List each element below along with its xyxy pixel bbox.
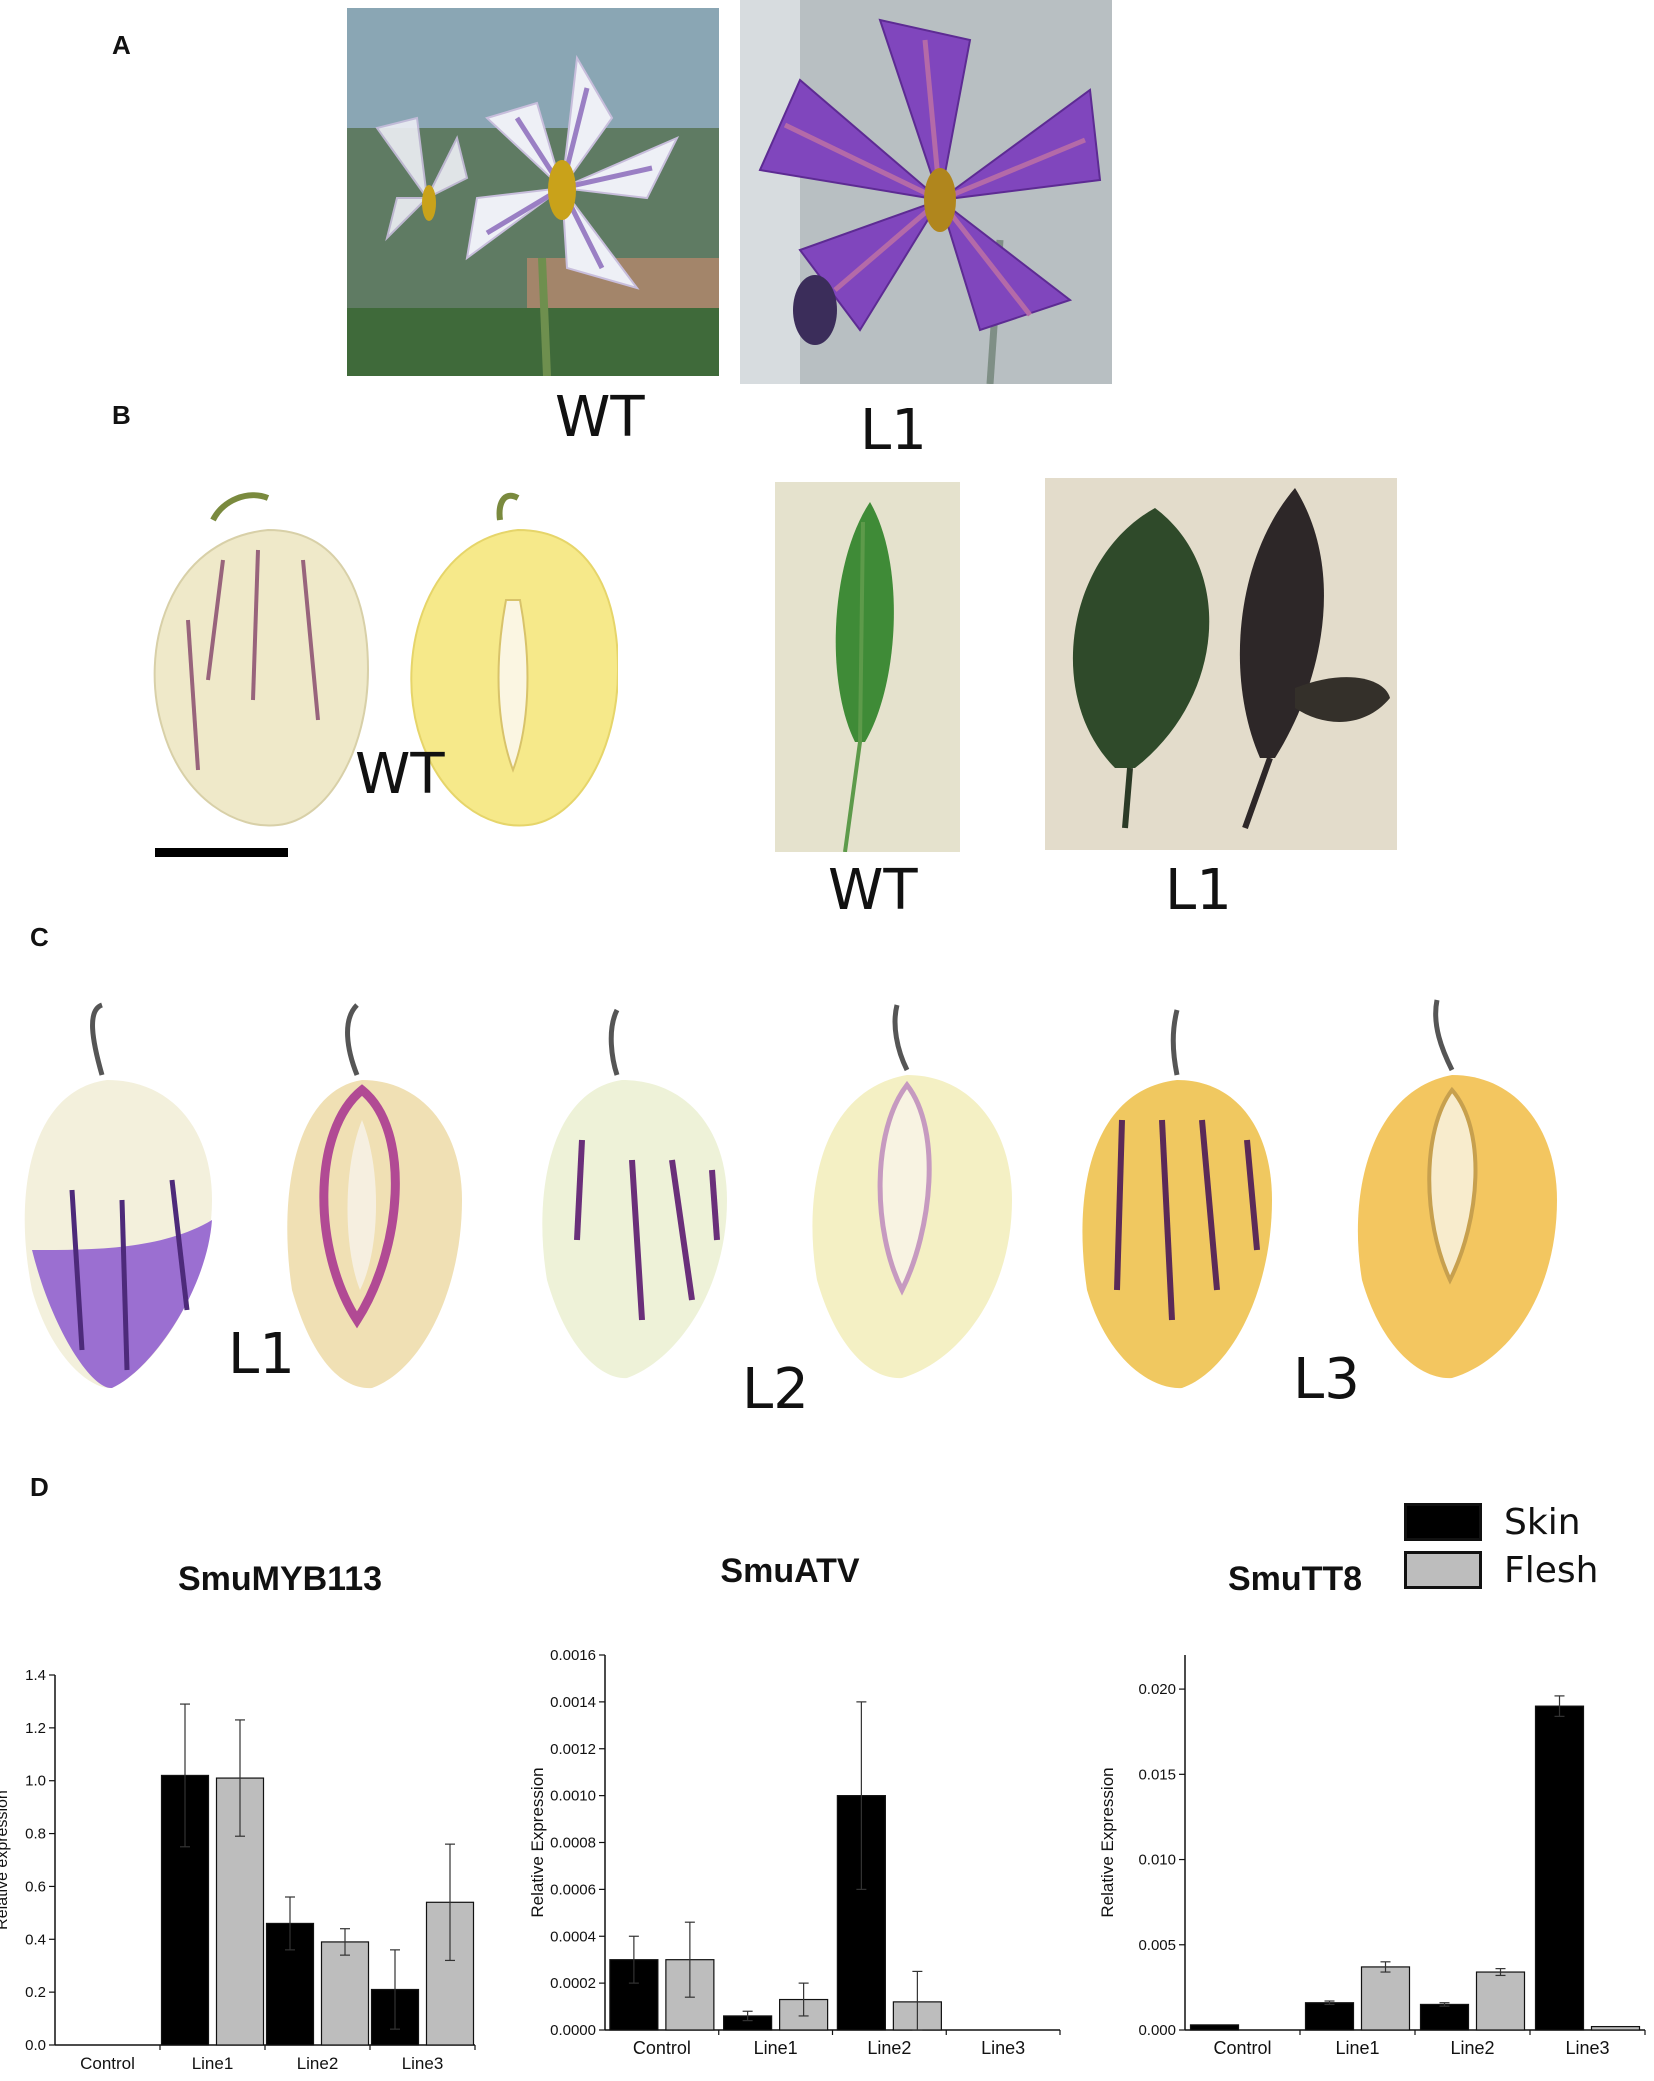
bar-flesh-line3 bbox=[1590, 2025, 1641, 2031]
y-tick-label: 0.6 bbox=[25, 1878, 46, 1895]
caption-c-l2: L2 bbox=[742, 1357, 809, 1422]
bar-skin-control bbox=[1189, 2024, 1240, 2031]
x-tick-label: Line2 bbox=[867, 2038, 911, 2058]
caption-a-wt: WT bbox=[555, 385, 645, 450]
x-tick-label: Line1 bbox=[754, 2038, 798, 2058]
y-tick-label: 1.0 bbox=[25, 1773, 46, 1790]
y-tick-label: 0.005 bbox=[1138, 1937, 1176, 1954]
chart-title-atv: SmuATV bbox=[720, 1552, 860, 1590]
y-axis-label: Relative Expression bbox=[528, 1767, 547, 1917]
legend-label-skin: Skin bbox=[1504, 1501, 1581, 1543]
chart-smuatv: 0.0000 0.0002 0.0004 0.0006 0.0008 0.0010 0.00… bbox=[528, 1647, 1061, 2058]
chart-title-myb113: SmuMYB113 bbox=[177, 1560, 383, 1598]
y-axis-label: Relative Expression bbox=[1098, 1767, 1117, 1917]
scale-bar bbox=[155, 848, 288, 857]
y-tick-label: 1.4 bbox=[25, 1667, 46, 1684]
y-tick-label: 0.8 bbox=[25, 1826, 46, 1843]
bar-skin-line2 bbox=[1419, 2003, 1470, 2031]
legend-item-flesh: Flesh bbox=[1404, 1546, 1598, 1594]
bar-skin-line3 bbox=[1534, 1705, 1585, 2031]
legend-label-flesh: Flesh bbox=[1504, 1549, 1599, 1591]
y-tick-label: 0.0012 bbox=[550, 1741, 596, 1758]
caption-b-fruit-wt: WT bbox=[355, 742, 445, 807]
x-tick-label: Line3 bbox=[402, 2054, 444, 2073]
bar-skin-line1 bbox=[1304, 2002, 1355, 2031]
caption-c-l1: L1 bbox=[228, 1322, 295, 1387]
caption-a-l1: L1 bbox=[860, 398, 927, 463]
y-tick-label: 0.0 bbox=[25, 2037, 46, 2054]
y-tick-label: 0.0016 bbox=[550, 1647, 596, 1664]
y-tick-label: 0.4 bbox=[25, 1931, 46, 1948]
legend-item-skin: Skin bbox=[1404, 1498, 1598, 1546]
y-tick-label: 0.020 bbox=[1138, 1681, 1176, 1698]
x-tick-label: Control bbox=[1213, 2038, 1271, 2058]
panel-label-a: A bbox=[112, 30, 131, 60]
x-tick-label: Control bbox=[633, 2038, 691, 2058]
y-axis-label: Relative expression bbox=[0, 1790, 11, 1930]
l1-flower-photo bbox=[740, 0, 1112, 384]
l1-leaf-photo bbox=[1045, 478, 1397, 850]
y-tick-label: 1.2 bbox=[25, 1720, 46, 1737]
bar-flesh-line2 bbox=[1475, 1971, 1526, 2031]
wt-leaf-photo bbox=[775, 482, 960, 852]
y-tick-label: 0.0004 bbox=[550, 1928, 596, 1945]
x-tick-label: Line2 bbox=[1450, 2038, 1494, 2058]
y-tick-label: 0.0002 bbox=[550, 1975, 596, 1992]
caption-b-leaf-l1: L1 bbox=[1165, 858, 1232, 923]
bar-flesh-line1 bbox=[1360, 1966, 1411, 2031]
panel-label-d: D bbox=[30, 1472, 49, 1502]
caption-b-leaf-wt: WT bbox=[828, 858, 918, 923]
x-tick-label: Line1 bbox=[1335, 2038, 1379, 2058]
chart-smutt8: 0.000 0.005 0.010 0.015 0.020 Relative Expres… bbox=[1098, 1655, 1646, 2058]
y-tick-label: 0.0006 bbox=[550, 1881, 596, 1898]
x-tick-label: Line3 bbox=[1565, 2038, 1609, 2058]
y-tick-label: 0.2 bbox=[25, 1984, 46, 2001]
y-tick-label: 0.0010 bbox=[550, 1788, 596, 1805]
y-tick-label: 0.010 bbox=[1138, 1852, 1176, 1869]
y-tick-label: 0.000 bbox=[1138, 2022, 1176, 2039]
panel-label-c: C bbox=[30, 922, 49, 952]
chart-smumyb113: 0.0 0.2 0.4 0.6 0.8 1.0 1.2 1.4 Relative express… bbox=[0, 1667, 476, 2073]
y-tick-label: 0.0014 bbox=[550, 1694, 596, 1711]
chart-title-tt8: SmuTT8 bbox=[1227, 1560, 1363, 1598]
y-tick-label: 0.0008 bbox=[550, 1835, 596, 1852]
x-tick-label: Line3 bbox=[981, 2038, 1025, 2058]
y-tick-label: 0.015 bbox=[1138, 1766, 1176, 1783]
legend-swatch-flesh bbox=[1404, 1551, 1482, 1589]
wt-flower-photo bbox=[347, 8, 719, 376]
legend-swatch-skin bbox=[1404, 1503, 1482, 1541]
wt-fruit-photo bbox=[128, 470, 618, 830]
x-tick-label: Line2 bbox=[297, 2054, 339, 2073]
x-tick-label: Line1 bbox=[192, 2054, 234, 2073]
panel-label-b: B bbox=[112, 400, 131, 430]
y-tick-label: 0.0000 bbox=[550, 2022, 596, 2039]
caption-c-l3: L3 bbox=[1293, 1347, 1360, 1412]
transgenic-fruits-photo bbox=[12, 990, 1572, 1410]
legend: Skin Flesh bbox=[1404, 1498, 1598, 1594]
x-tick-label: Control bbox=[80, 2054, 135, 2073]
bar-flesh-line2 bbox=[320, 1941, 370, 2046]
